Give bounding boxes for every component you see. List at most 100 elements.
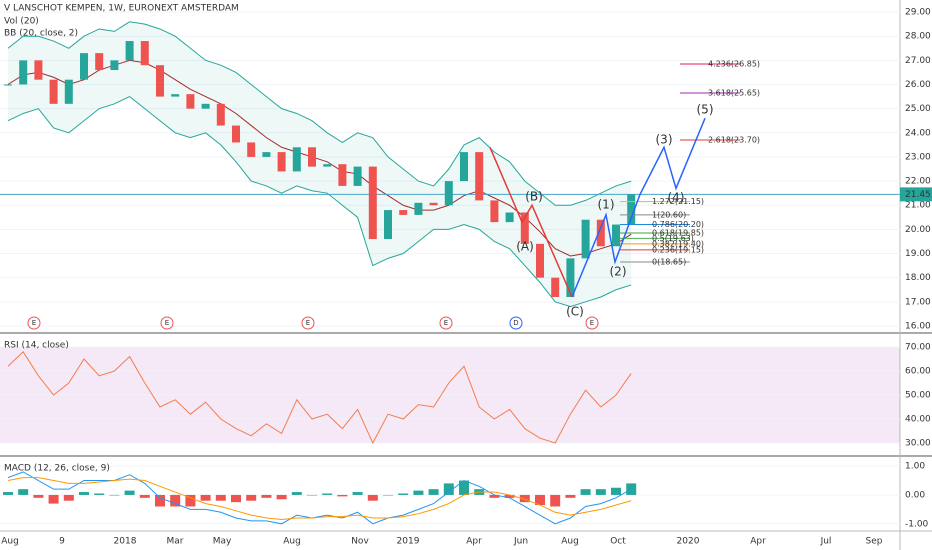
y-tick-label: 21.00 [905, 201, 931, 211]
candle [505, 212, 514, 223]
x-tick-label: 2019 [397, 537, 420, 547]
candle [232, 125, 240, 143]
y-tick-label: 17.00 [905, 297, 931, 307]
x-tick-label: Nov [351, 537, 369, 547]
x-tick-label: Jul [820, 537, 832, 547]
candle [490, 200, 499, 223]
macd-bar [580, 489, 591, 495]
macd-bar [215, 494, 226, 501]
candle [308, 147, 316, 167]
x-tick-label: 9 [59, 537, 65, 547]
macd-bar [550, 494, 561, 507]
plot: 16.00 17.00 18.00 19.00 20.00 21.00 22.00 23.00… [0, 8, 932, 547]
candle [399, 210, 408, 215]
y-tick-label: 30.00 [905, 439, 931, 449]
event-label: E [165, 319, 169, 327]
candle [596, 219, 605, 247]
event-label: E [590, 319, 594, 327]
candle [19, 60, 28, 85]
y-tick-label: 23.00 [905, 152, 931, 162]
candle [80, 53, 88, 80]
fib-label: 3.618(25.65) [708, 88, 760, 97]
x-tick-label: Aug [561, 537, 579, 547]
candle [444, 181, 453, 206]
macd-bar [170, 494, 181, 507]
event-marker [509, 316, 523, 330]
macd-bar [79, 492, 89, 495]
candle [429, 202, 438, 206]
y-tick-label: 27.00 [905, 56, 931, 66]
macd-bar [367, 494, 378, 501]
candle [110, 60, 119, 71]
bb-line [7, 95, 632, 308]
wave-label: (C) [566, 305, 584, 319]
macd-bar [595, 489, 606, 495]
candle [353, 166, 362, 186]
candle [475, 152, 484, 201]
candle [627, 194, 636, 225]
macd-bar [33, 494, 44, 498]
macd-bar [322, 493, 333, 495]
fib-label: 0.786(20.20) [652, 220, 704, 229]
candle [262, 152, 271, 157]
fib-label: 0.618(19.85) [652, 229, 704, 238]
rsi-line [7, 351, 632, 445]
y-tick-label: 70.00 [905, 343, 931, 353]
macd-bar [337, 494, 348, 497]
candle [64, 79, 73, 104]
y-tick-label: 26.00 [905, 80, 931, 90]
candle [125, 41, 134, 61]
macd-bar [185, 494, 196, 507]
macd-bar [139, 494, 150, 498]
fib-label: 1(20.60) [652, 210, 686, 219]
candle [34, 60, 43, 80]
macd-bar [200, 494, 211, 501]
x-tick-label: 2018 [114, 537, 137, 547]
candle [581, 219, 590, 259]
candle [292, 147, 301, 172]
macd-bar [443, 483, 454, 495]
bb-line [7, 21, 632, 206]
indicator-label: RSI (14, close) [4, 341, 69, 351]
event-label: E [32, 319, 36, 327]
macd-bar [18, 489, 29, 495]
event-label: E [444, 319, 448, 327]
macd-bar [535, 494, 545, 506]
wave-label: (4) [668, 191, 685, 205]
x-tick-label: Jun [513, 537, 528, 547]
x-tick-label: May [213, 537, 232, 547]
fib-label: 4.236(26.85) [708, 59, 760, 68]
macd-bar [504, 494, 515, 498]
y-tick-label: 1.00 [905, 462, 925, 472]
macd-bar [459, 480, 469, 495]
candle [520, 212, 529, 244]
event-marker [160, 316, 174, 330]
event-marker [585, 316, 599, 330]
macd-bar [246, 494, 257, 501]
candle [612, 224, 620, 247]
y-tick-label: 40.00 [905, 415, 931, 425]
fib-label: 1.272(21.15) [652, 197, 704, 206]
x-tick-label: 2020 [677, 537, 700, 547]
y-tick-label: 19.00 [905, 249, 931, 259]
macd-bar [3, 492, 13, 495]
candle [460, 152, 468, 182]
macd-bar [352, 492, 363, 495]
fib-label: 2.618(23.70) [708, 136, 760, 145]
y-tick-label: -1.00 [905, 519, 929, 529]
fib-label: 0.236(19.15) [652, 245, 704, 254]
macd-bar [276, 494, 287, 500]
last-price-label: 21.45 [905, 190, 931, 200]
x-tick-label: Sep [866, 537, 883, 547]
wave-label: (3) [656, 133, 673, 147]
macd-bar [231, 494, 241, 503]
y-tick-label: 25.00 [905, 104, 931, 114]
macd-bar [63, 494, 74, 501]
macd-bar [155, 494, 165, 507]
candle [49, 79, 58, 104]
y-tick-label: 0.00 [905, 490, 925, 500]
candle [216, 103, 225, 126]
y-tick-label: 29.00 [905, 8, 931, 18]
